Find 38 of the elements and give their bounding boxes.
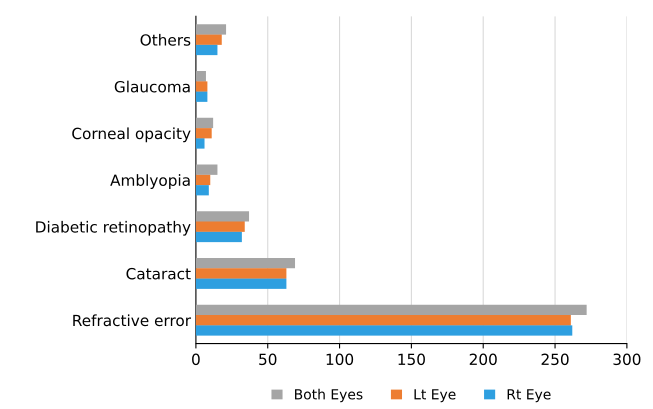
y-tick-label: Amblyopia (110, 174, 190, 189)
x-tick-label: 250 (542, 354, 569, 366)
bar (196, 258, 296, 268)
x-tick-label: 150 (398, 354, 425, 366)
bar (196, 325, 572, 336)
y-tick-label: Glaucoma (114, 80, 190, 92)
bar (196, 232, 242, 242)
y-tick-label: Diabetic retinopathy (36, 220, 191, 236)
bar (196, 211, 250, 222)
bar (196, 268, 286, 279)
bar (196, 185, 209, 196)
legend-label: Lt Eye (414, 389, 456, 402)
x-tick-label: 100 (326, 354, 354, 366)
bar (196, 92, 208, 102)
bar (196, 118, 214, 128)
bar (196, 128, 212, 138)
bar (196, 34, 222, 45)
legend-label: Rt Eye (508, 389, 551, 402)
bar (196, 24, 226, 35)
x-tick-label: 300 (613, 354, 640, 366)
x-tick-label: 0 (192, 354, 200, 366)
x-tick-label: 200 (470, 354, 497, 366)
y-tick-label: Refractive error (73, 314, 192, 326)
bar (196, 138, 205, 149)
bar (196, 315, 571, 326)
bar (196, 278, 286, 289)
bar (196, 44, 218, 56)
legend-label: Both Eyes (295, 388, 362, 402)
y-tick-label: Others (140, 34, 190, 46)
bar (196, 164, 218, 175)
y-tick-label: Corneal opacity (72, 127, 191, 142)
bar (196, 81, 208, 92)
bar (196, 71, 206, 82)
bar (196, 174, 210, 186)
y-tick-label: Cataract (126, 268, 191, 280)
bar (196, 222, 245, 232)
bar (196, 304, 587, 316)
x-tick-label: 50 (259, 354, 276, 366)
